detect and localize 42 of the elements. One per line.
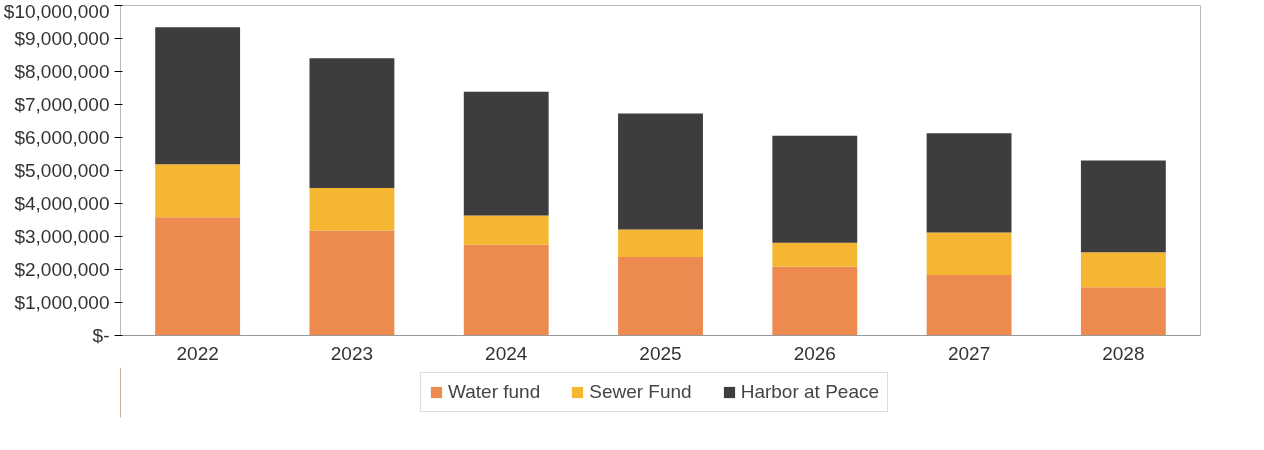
- x-tick-label: 2028: [1102, 342, 1145, 364]
- bar: [772, 242, 858, 267]
- bar: [618, 256, 703, 336]
- bar: [926, 133, 1012, 233]
- bar: [926, 275, 1012, 336]
- y-tick-label: $5,000,000: [14, 160, 110, 181]
- y-tick-label: $9,000,000: [14, 28, 110, 49]
- bar: [463, 215, 549, 245]
- bar: [155, 217, 241, 336]
- y-tick-label: $3,000,000: [14, 226, 110, 247]
- legend-label: Sewer Fund: [589, 381, 692, 403]
- legend-label: Water fund: [448, 381, 541, 403]
- y-tick-label: $1,000,000: [14, 292, 110, 313]
- bar: [1080, 160, 1166, 253]
- bar: [463, 91, 549, 216]
- bar: [309, 58, 395, 188]
- bar: [309, 230, 395, 336]
- x-tick-label: 2022: [176, 342, 219, 364]
- bar: [309, 187, 395, 231]
- bar: [1080, 252, 1166, 288]
- bar: [618, 229, 703, 257]
- x-tick-label: 2025: [639, 342, 682, 364]
- y-tick-label: $2,000,000: [14, 259, 110, 280]
- y-tick-label: $8,000,000: [14, 61, 110, 82]
- y-tick-label: $6,000,000: [14, 127, 110, 148]
- bar: [618, 113, 703, 230]
- legend-label: Harbor at Peace: [740, 381, 880, 403]
- bar: [1080, 287, 1166, 336]
- y-tick-label: $10,000,000: [3, 0, 110, 22]
- x-tick-label: 2024: [485, 342, 528, 364]
- bar: [155, 27, 241, 165]
- bar: [772, 135, 858, 243]
- x-tick-label: 2027: [947, 342, 991, 364]
- x-tick-label: 2026: [793, 342, 836, 364]
- x-tick-label: 2023: [330, 342, 374, 364]
- y-tick-label: $-: [92, 325, 110, 346]
- y-tick-label: $4,000,000: [14, 193, 110, 214]
- bar: [926, 232, 1012, 276]
- bar: [463, 244, 549, 336]
- bar: [155, 164, 241, 218]
- bar: [772, 266, 858, 336]
- y-tick-label: $7,000,000: [14, 94, 110, 115]
